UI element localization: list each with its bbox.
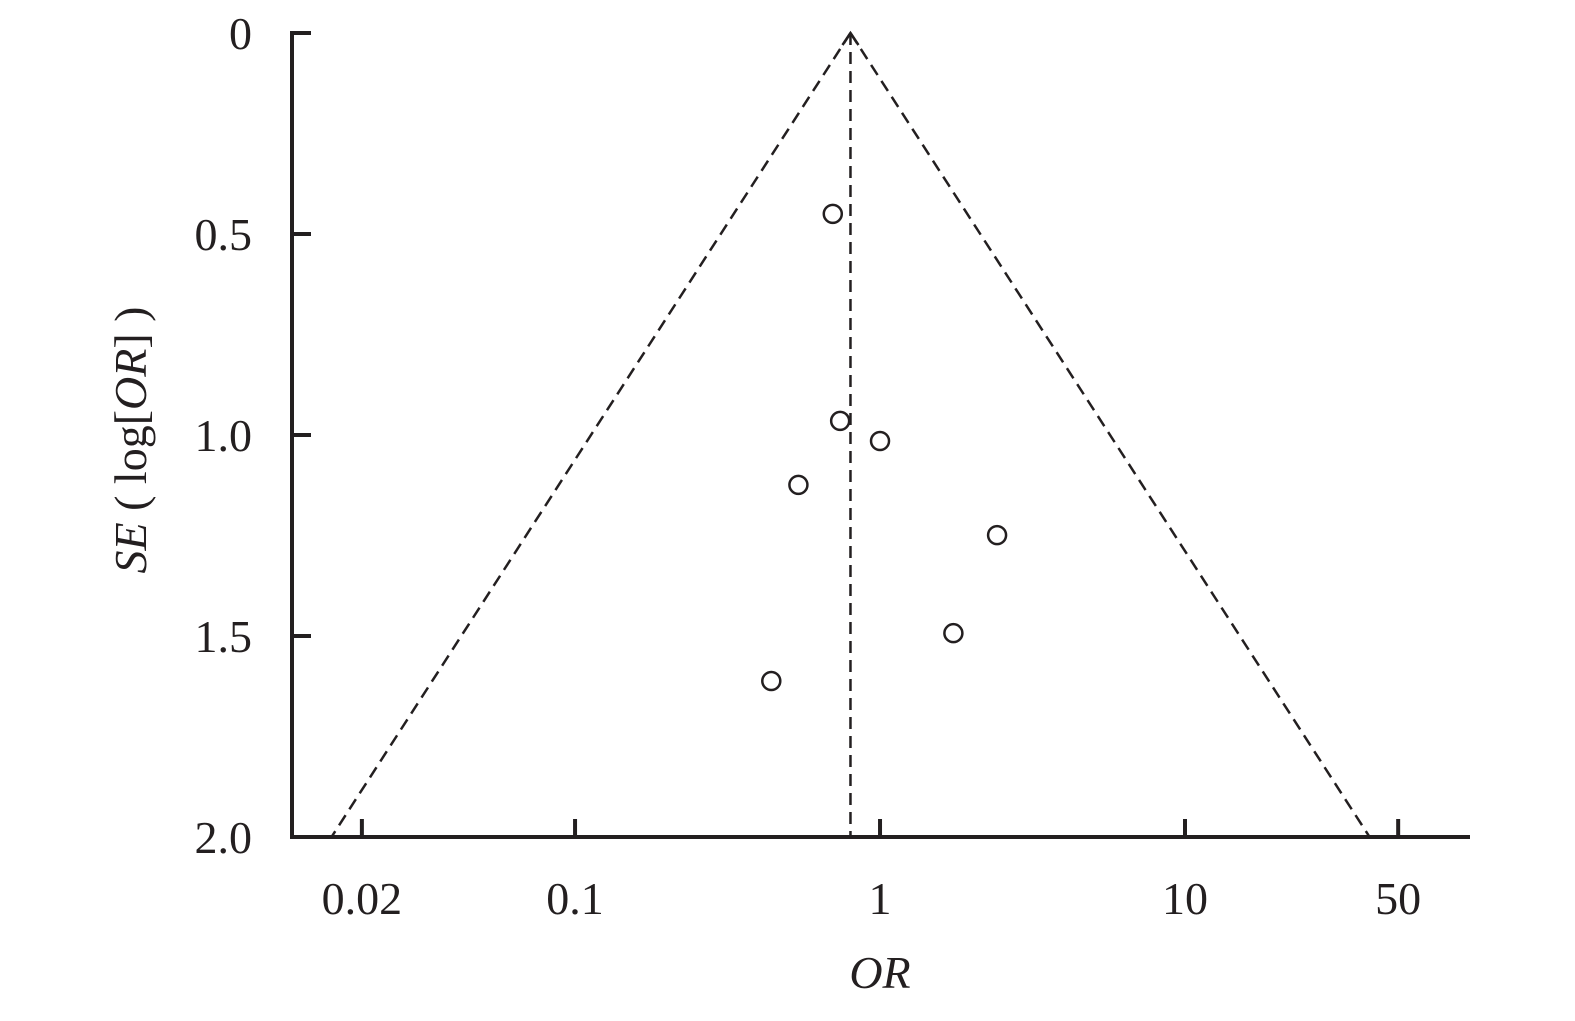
y-label-part: ] ): [105, 307, 156, 349]
x-tick-label: 1: [869, 873, 892, 924]
study-point: [943, 622, 964, 644]
study-point: [822, 203, 844, 225]
y-label-part: SE: [105, 522, 156, 573]
y-label-part: ( log[: [105, 410, 156, 522]
x-tick-label: 0.02: [322, 873, 403, 924]
study-point: [761, 670, 782, 692]
study-point: [869, 430, 891, 452]
y-tick-label: 0: [229, 8, 252, 59]
y-label-part: OR: [105, 349, 156, 410]
study-point: [788, 474, 809, 496]
y-tick-label: 1.0: [195, 410, 253, 461]
x-tick-label: 10: [1162, 873, 1208, 924]
y-tick-label: 2.0: [195, 812, 253, 863]
x-axis-label: OR: [849, 947, 910, 998]
y-tick-label: 0.5: [195, 209, 253, 260]
y-axis-label: SE ( log[OR] ): [105, 307, 156, 574]
x-tick-label: 50: [1375, 873, 1421, 924]
y-tick-label: 1.5: [195, 611, 253, 662]
funnel-line: [330, 32, 852, 838]
study-point: [829, 410, 851, 432]
apex-arrow: [841, 30, 860, 46]
x-tick-label: 0.1: [546, 873, 604, 924]
funnel-line: [849, 32, 1371, 838]
study-point: [986, 524, 1008, 546]
